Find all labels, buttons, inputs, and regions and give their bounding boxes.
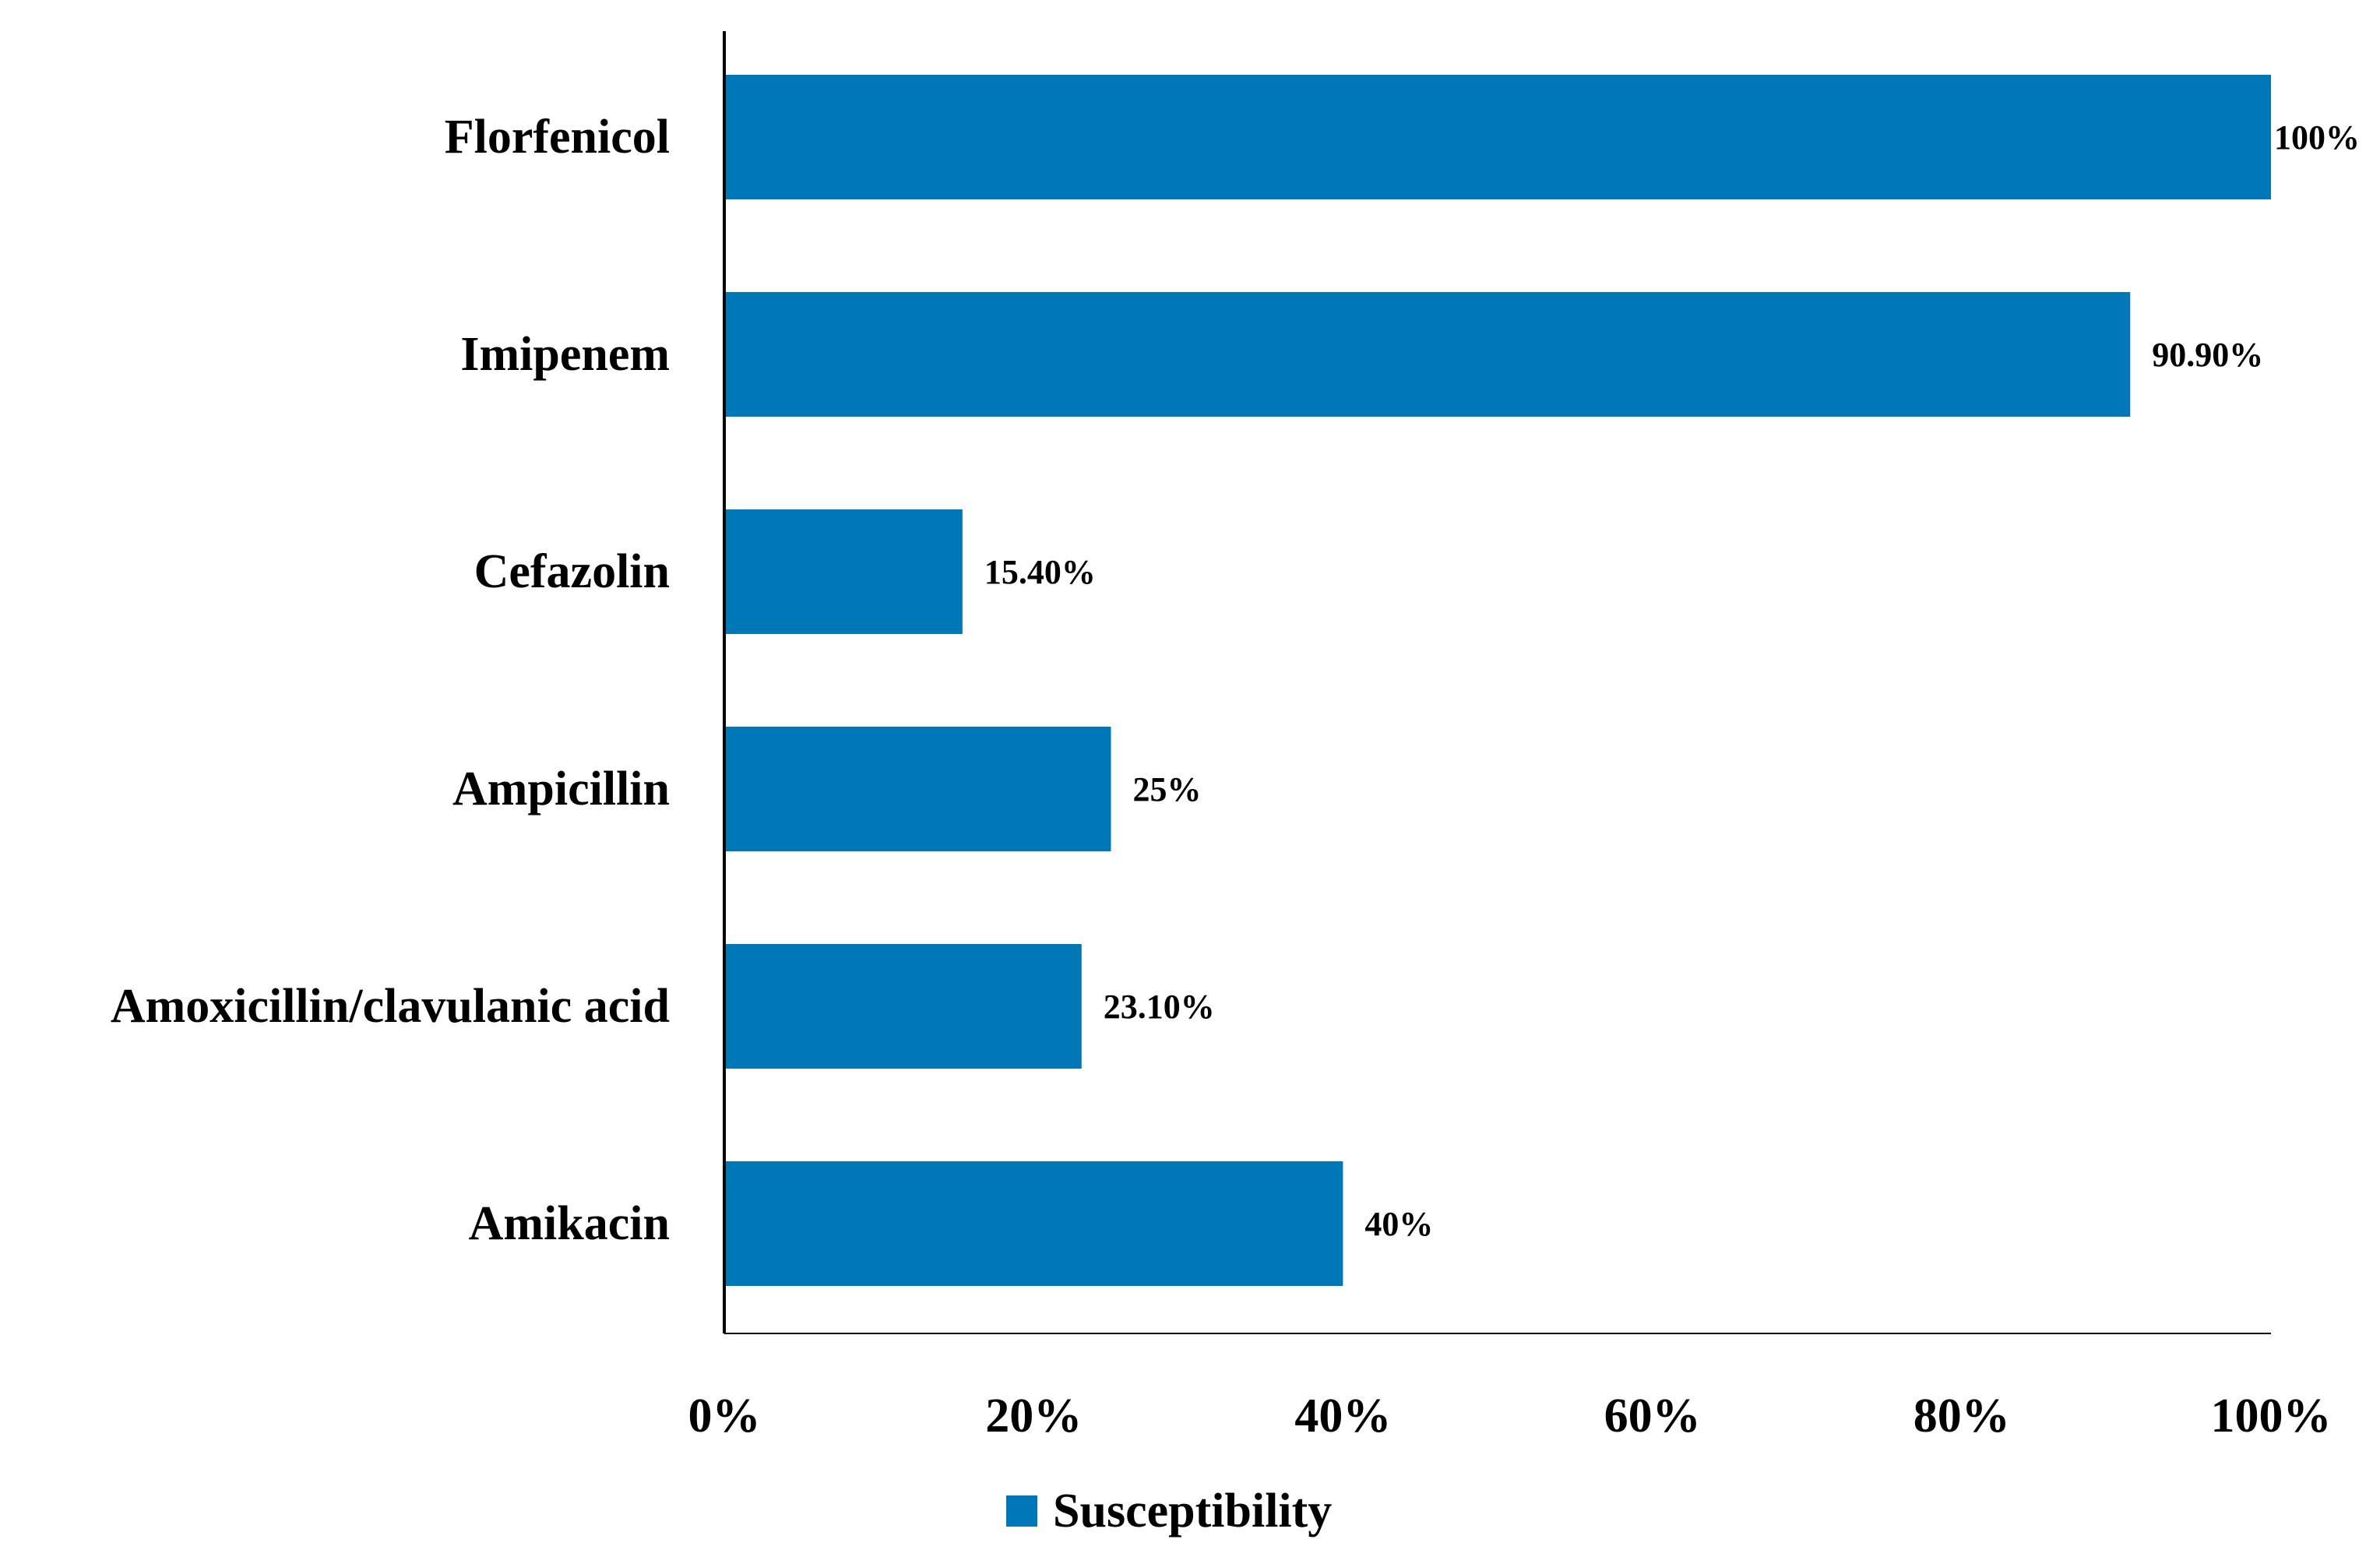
data-label-5: 40% xyxy=(1364,1205,1433,1243)
data-label-2: 15.40% xyxy=(984,553,1096,591)
bar-5 xyxy=(724,1161,1343,1286)
category-label-0: Florfenicol xyxy=(445,111,670,164)
data-label-1: 90.90% xyxy=(2152,336,2263,374)
legend: Susceptibility xyxy=(1006,1485,1332,1538)
x-tick-label-3: 60% xyxy=(1604,1390,1701,1442)
category-label-1: Imipenem xyxy=(460,328,670,381)
bar-0 xyxy=(724,75,2271,199)
x-tick-labels: 0% 20% 40% 60% 80% 100% xyxy=(688,1390,2332,1442)
x-tick-label-2: 40% xyxy=(1294,1390,1391,1442)
legend-swatch xyxy=(1006,1495,1037,1527)
bar-4 xyxy=(724,944,1082,1069)
bar-3 xyxy=(724,727,1111,851)
data-label-3: 25% xyxy=(1133,770,1202,808)
x-tick-label-4: 80% xyxy=(1914,1390,2010,1442)
category-label-3: Ampicillin xyxy=(452,763,670,815)
x-tick-label-0: 0% xyxy=(688,1390,761,1442)
category-label-5: Amikacin xyxy=(469,1197,670,1250)
bar-2 xyxy=(724,509,963,634)
bars-layer xyxy=(724,75,2271,1286)
x-tick-label-5: 100% xyxy=(2211,1390,2332,1442)
category-label-4: Amoxicillin/clavulanic acid xyxy=(111,980,670,1033)
legend-label: Susceptibility xyxy=(1053,1485,1332,1538)
bar-1 xyxy=(724,292,2131,417)
x-tick-label-1: 20% xyxy=(985,1390,1082,1442)
category-labels-layer: Florfenicol Imipenem Cefazolin Ampicillin Am… xyxy=(111,111,670,1250)
data-label-4: 23.10% xyxy=(1104,988,1215,1026)
axes-layer xyxy=(723,31,2271,1334)
value-labels-layer: 100% 90.90% 15.40% 25% 23.10% 40% xyxy=(984,118,2360,1243)
data-label-0: 100% xyxy=(2274,118,2360,157)
category-label-2: Cefazolin xyxy=(474,545,670,598)
